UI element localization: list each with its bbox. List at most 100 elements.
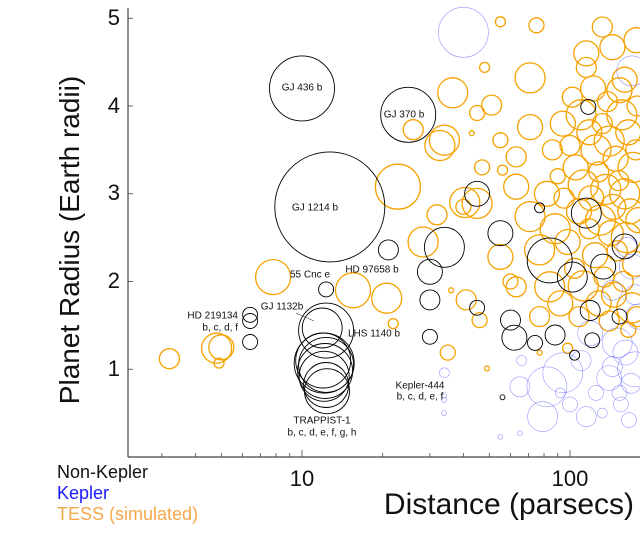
kepler-point — [497, 433, 504, 440]
planet-annotation: GJ 436 b — [281, 82, 323, 94]
tess-point — [625, 206, 640, 234]
planet-annotation: HD 219134 — [187, 310, 238, 322]
tess-point — [561, 86, 583, 108]
non-kepler-point — [501, 324, 528, 351]
non-kepler-point — [611, 233, 638, 260]
tess-point — [505, 146, 527, 168]
tess-point — [208, 334, 235, 361]
tess-point — [599, 34, 626, 61]
tess-point — [468, 130, 475, 137]
non-kepler-point — [487, 220, 514, 247]
tess-point — [588, 161, 610, 183]
kepler-point — [517, 430, 523, 437]
tess-point — [200, 332, 233, 364]
tess-point — [492, 132, 509, 149]
non-kepler-point — [242, 313, 259, 329]
axes — [127, 8, 640, 458]
tess-point — [402, 119, 424, 141]
non-kepler-point — [526, 237, 573, 284]
tess-point — [559, 134, 581, 157]
non-kepler-point — [269, 55, 335, 122]
tess-point — [576, 119, 603, 146]
non-kepler-point — [421, 328, 438, 345]
tess-point — [426, 204, 448, 226]
tess-point — [541, 139, 564, 161]
non-kepler-point — [556, 261, 588, 293]
kepler-point — [441, 410, 447, 416]
tess-point — [621, 250, 640, 278]
tess-point — [547, 290, 574, 317]
non-kepler-point — [569, 349, 581, 361]
kepler-point — [624, 284, 640, 305]
tess-point — [449, 186, 481, 219]
tess-point — [606, 77, 633, 104]
non-kepler-point — [242, 334, 259, 350]
kepler-point — [621, 412, 637, 428]
tess-point — [528, 17, 545, 34]
tess-point — [254, 258, 292, 296]
tess-point — [575, 56, 597, 79]
tess-point — [407, 226, 439, 258]
kepler-point — [602, 356, 623, 377]
non-kepler-point — [499, 394, 506, 401]
tess-point — [334, 272, 372, 309]
tess-point — [387, 317, 399, 330]
tess-point — [514, 62, 546, 94]
tess-point — [461, 187, 493, 220]
tess-point — [591, 112, 613, 135]
non-kepler-point — [469, 299, 486, 316]
planet-annotation: b, c, d, e, f — [396, 391, 444, 403]
tess-point — [598, 310, 620, 332]
tess-point — [600, 193, 627, 221]
planet-annotation: GJ 1132b — [260, 301, 304, 313]
kepler-point — [542, 352, 584, 394]
non-kepler-point — [298, 302, 355, 359]
tess-point — [620, 321, 637, 338]
kepler-point — [509, 376, 531, 398]
tess-point — [611, 66, 638, 93]
tess-point — [437, 77, 469, 109]
kepler-point — [601, 327, 633, 359]
non-kepler-point — [301, 307, 343, 349]
tess-point — [616, 292, 640, 324]
tess-point — [428, 124, 461, 156]
kepler-point — [620, 373, 640, 394]
y-tick-label: 1 — [107, 356, 120, 381]
y-axis-title: Planet Radius (Earth radii) — [54, 75, 85, 405]
kepler-point — [441, 397, 447, 403]
legend-tess: TESS (simulated) — [57, 504, 199, 524]
kepler-point — [596, 365, 623, 391]
tess-point — [439, 344, 456, 361]
kepler-point — [596, 407, 608, 419]
plot-marks — [158, 6, 640, 440]
non-kepler-point — [416, 258, 443, 285]
kepler-point — [613, 396, 629, 413]
x-tick-label: 100 — [551, 466, 589, 491]
kepler-point — [619, 253, 640, 280]
non-kepler-point — [304, 368, 350, 415]
tess-point — [553, 187, 575, 209]
kepler-point — [439, 367, 450, 379]
tess-point — [549, 110, 576, 137]
tess-point — [602, 145, 629, 172]
tess-point — [468, 104, 486, 122]
planet-annotation: b, c, d, f — [202, 322, 238, 334]
tess-point — [608, 169, 630, 192]
tess-point — [374, 163, 422, 210]
tess-point — [514, 200, 546, 233]
tess-point — [496, 164, 509, 176]
tess-point — [591, 16, 613, 38]
tess-point — [533, 180, 561, 207]
tess-point — [563, 257, 586, 279]
non-kepler-point — [423, 226, 465, 268]
non-kepler-point — [584, 332, 601, 349]
tess-point — [623, 27, 640, 54]
tess-point — [597, 220, 624, 247]
y-tick-label: 5 — [107, 5, 120, 30]
kepler-point — [516, 355, 527, 366]
non-kepler-point — [377, 239, 399, 261]
y-tick-label: 2 — [107, 268, 120, 293]
planet-annotation: TRAPPIST-1 — [293, 415, 351, 427]
tess-point — [523, 234, 556, 266]
kepler-point — [616, 55, 640, 87]
